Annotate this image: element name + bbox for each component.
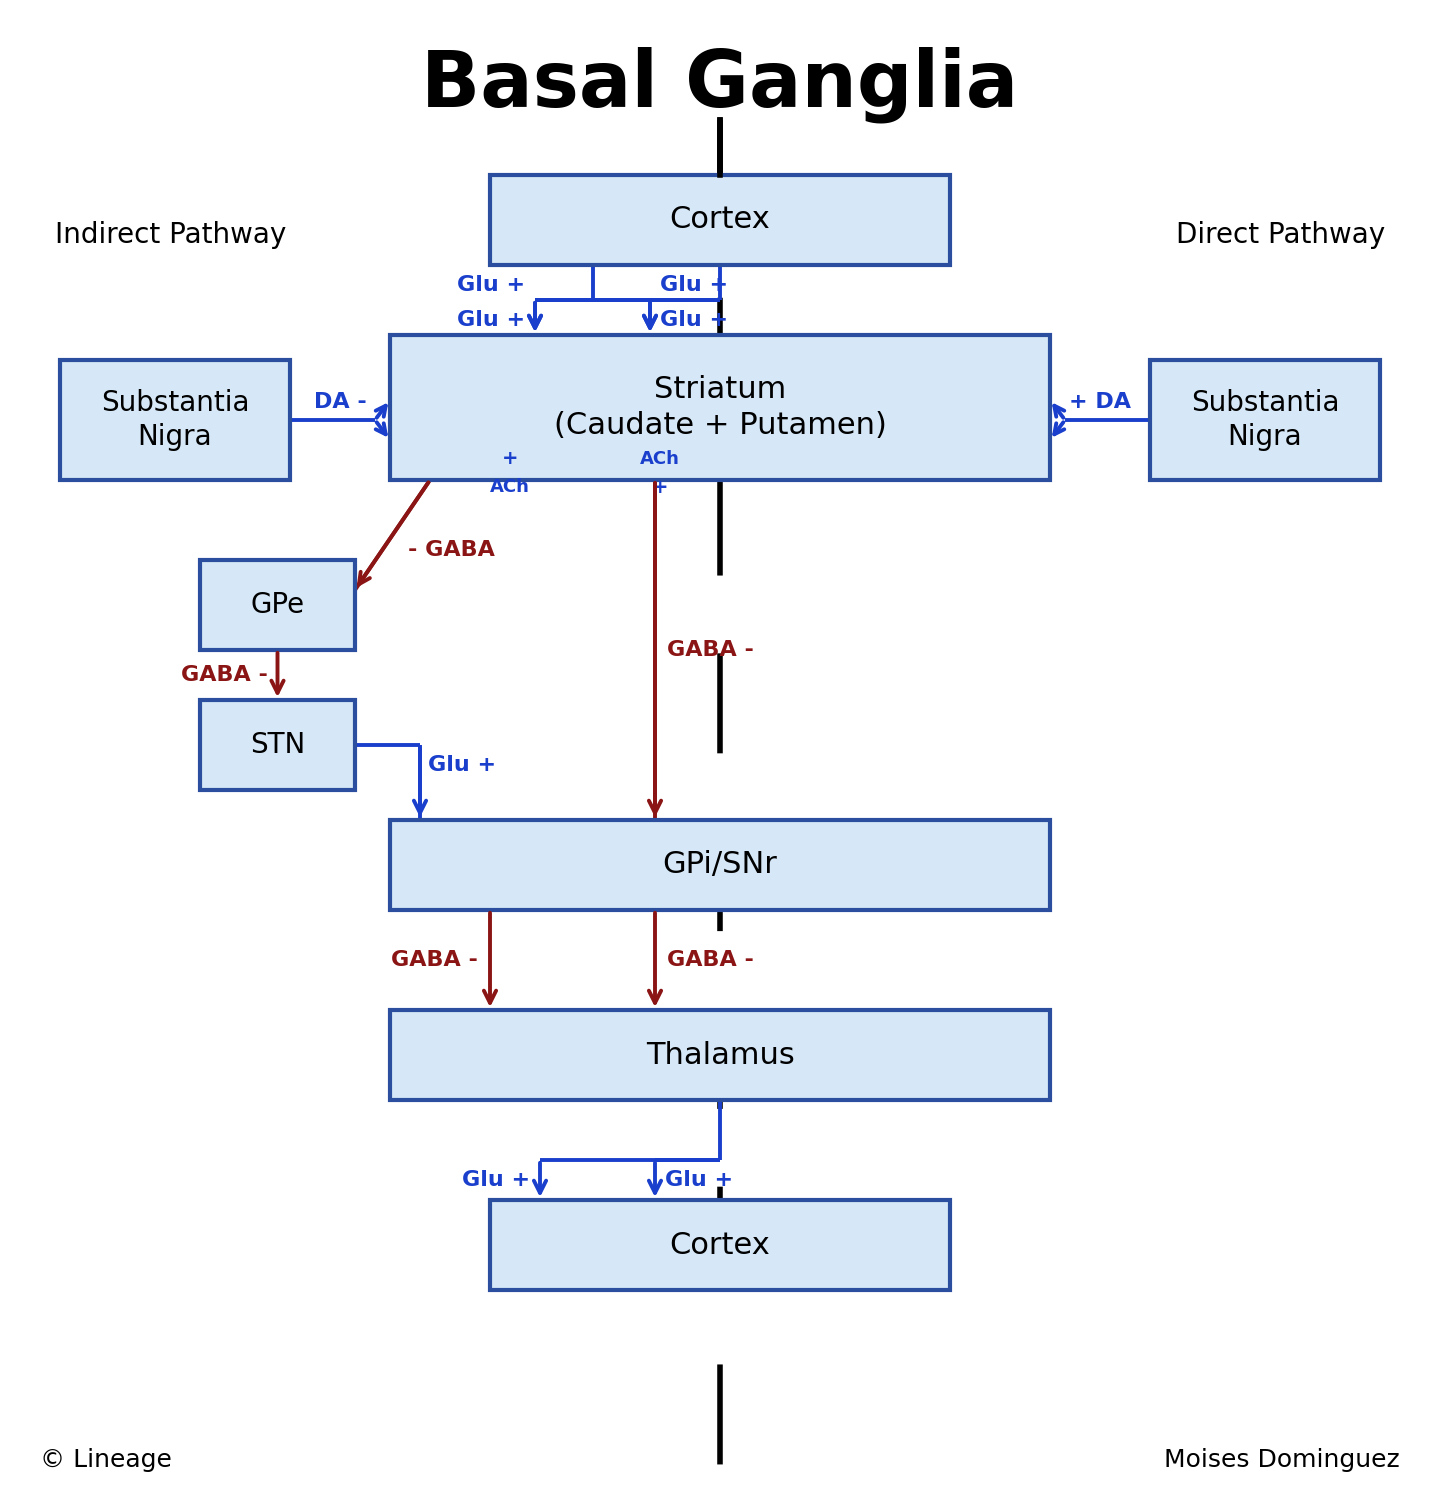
Text: +: + [652, 478, 668, 497]
Text: Direct Pathway: Direct Pathway [1176, 221, 1385, 249]
Text: Glu +: Glu + [456, 275, 526, 296]
Text: © Lineage: © Lineage [40, 1448, 171, 1472]
Text: Moises Dominguez: Moises Dominguez [1165, 1448, 1400, 1472]
FancyBboxPatch shape [490, 175, 950, 264]
FancyBboxPatch shape [1151, 359, 1380, 480]
Text: GABA -: GABA - [667, 640, 755, 659]
FancyBboxPatch shape [490, 1200, 950, 1290]
Text: ACh: ACh [639, 450, 680, 468]
Text: Substantia
Nigra: Substantia Nigra [101, 389, 249, 451]
Text: ACh: ACh [490, 478, 530, 496]
Text: Basal Ganglia: Basal Ganglia [422, 46, 1018, 123]
Text: Glu +: Glu + [456, 310, 526, 330]
FancyBboxPatch shape [200, 699, 356, 790]
FancyBboxPatch shape [390, 336, 1050, 480]
Text: Thalamus: Thalamus [645, 1041, 795, 1069]
Text: Glu +: Glu + [665, 1170, 733, 1189]
Text: Glu +: Glu + [660, 275, 729, 296]
FancyBboxPatch shape [390, 1010, 1050, 1100]
Text: Cortex: Cortex [670, 1231, 770, 1259]
FancyBboxPatch shape [390, 820, 1050, 910]
Text: Glu +: Glu + [428, 754, 497, 775]
Text: +: + [501, 448, 518, 468]
Text: Striatum
(Caudate + Putamen): Striatum (Caudate + Putamen) [553, 376, 887, 440]
FancyBboxPatch shape [200, 560, 356, 650]
Text: GPe: GPe [251, 591, 305, 619]
Text: + DA: + DA [1068, 392, 1130, 411]
Text: Glu +: Glu + [462, 1170, 530, 1189]
Text: Substantia
Nigra: Substantia Nigra [1191, 389, 1339, 451]
Text: GABA -: GABA - [180, 665, 268, 685]
Text: GABA -: GABA - [667, 950, 755, 970]
Text: STN: STN [251, 731, 305, 759]
Text: Cortex: Cortex [670, 205, 770, 235]
Text: DA -: DA - [314, 392, 366, 411]
Text: GPi/SNr: GPi/SNr [662, 851, 778, 879]
Text: - GABA: - GABA [408, 541, 494, 560]
Text: Glu +: Glu + [660, 310, 729, 330]
Text: GABA -: GABA - [392, 950, 478, 970]
Text: Indirect Pathway: Indirect Pathway [55, 221, 287, 249]
FancyBboxPatch shape [60, 359, 289, 480]
